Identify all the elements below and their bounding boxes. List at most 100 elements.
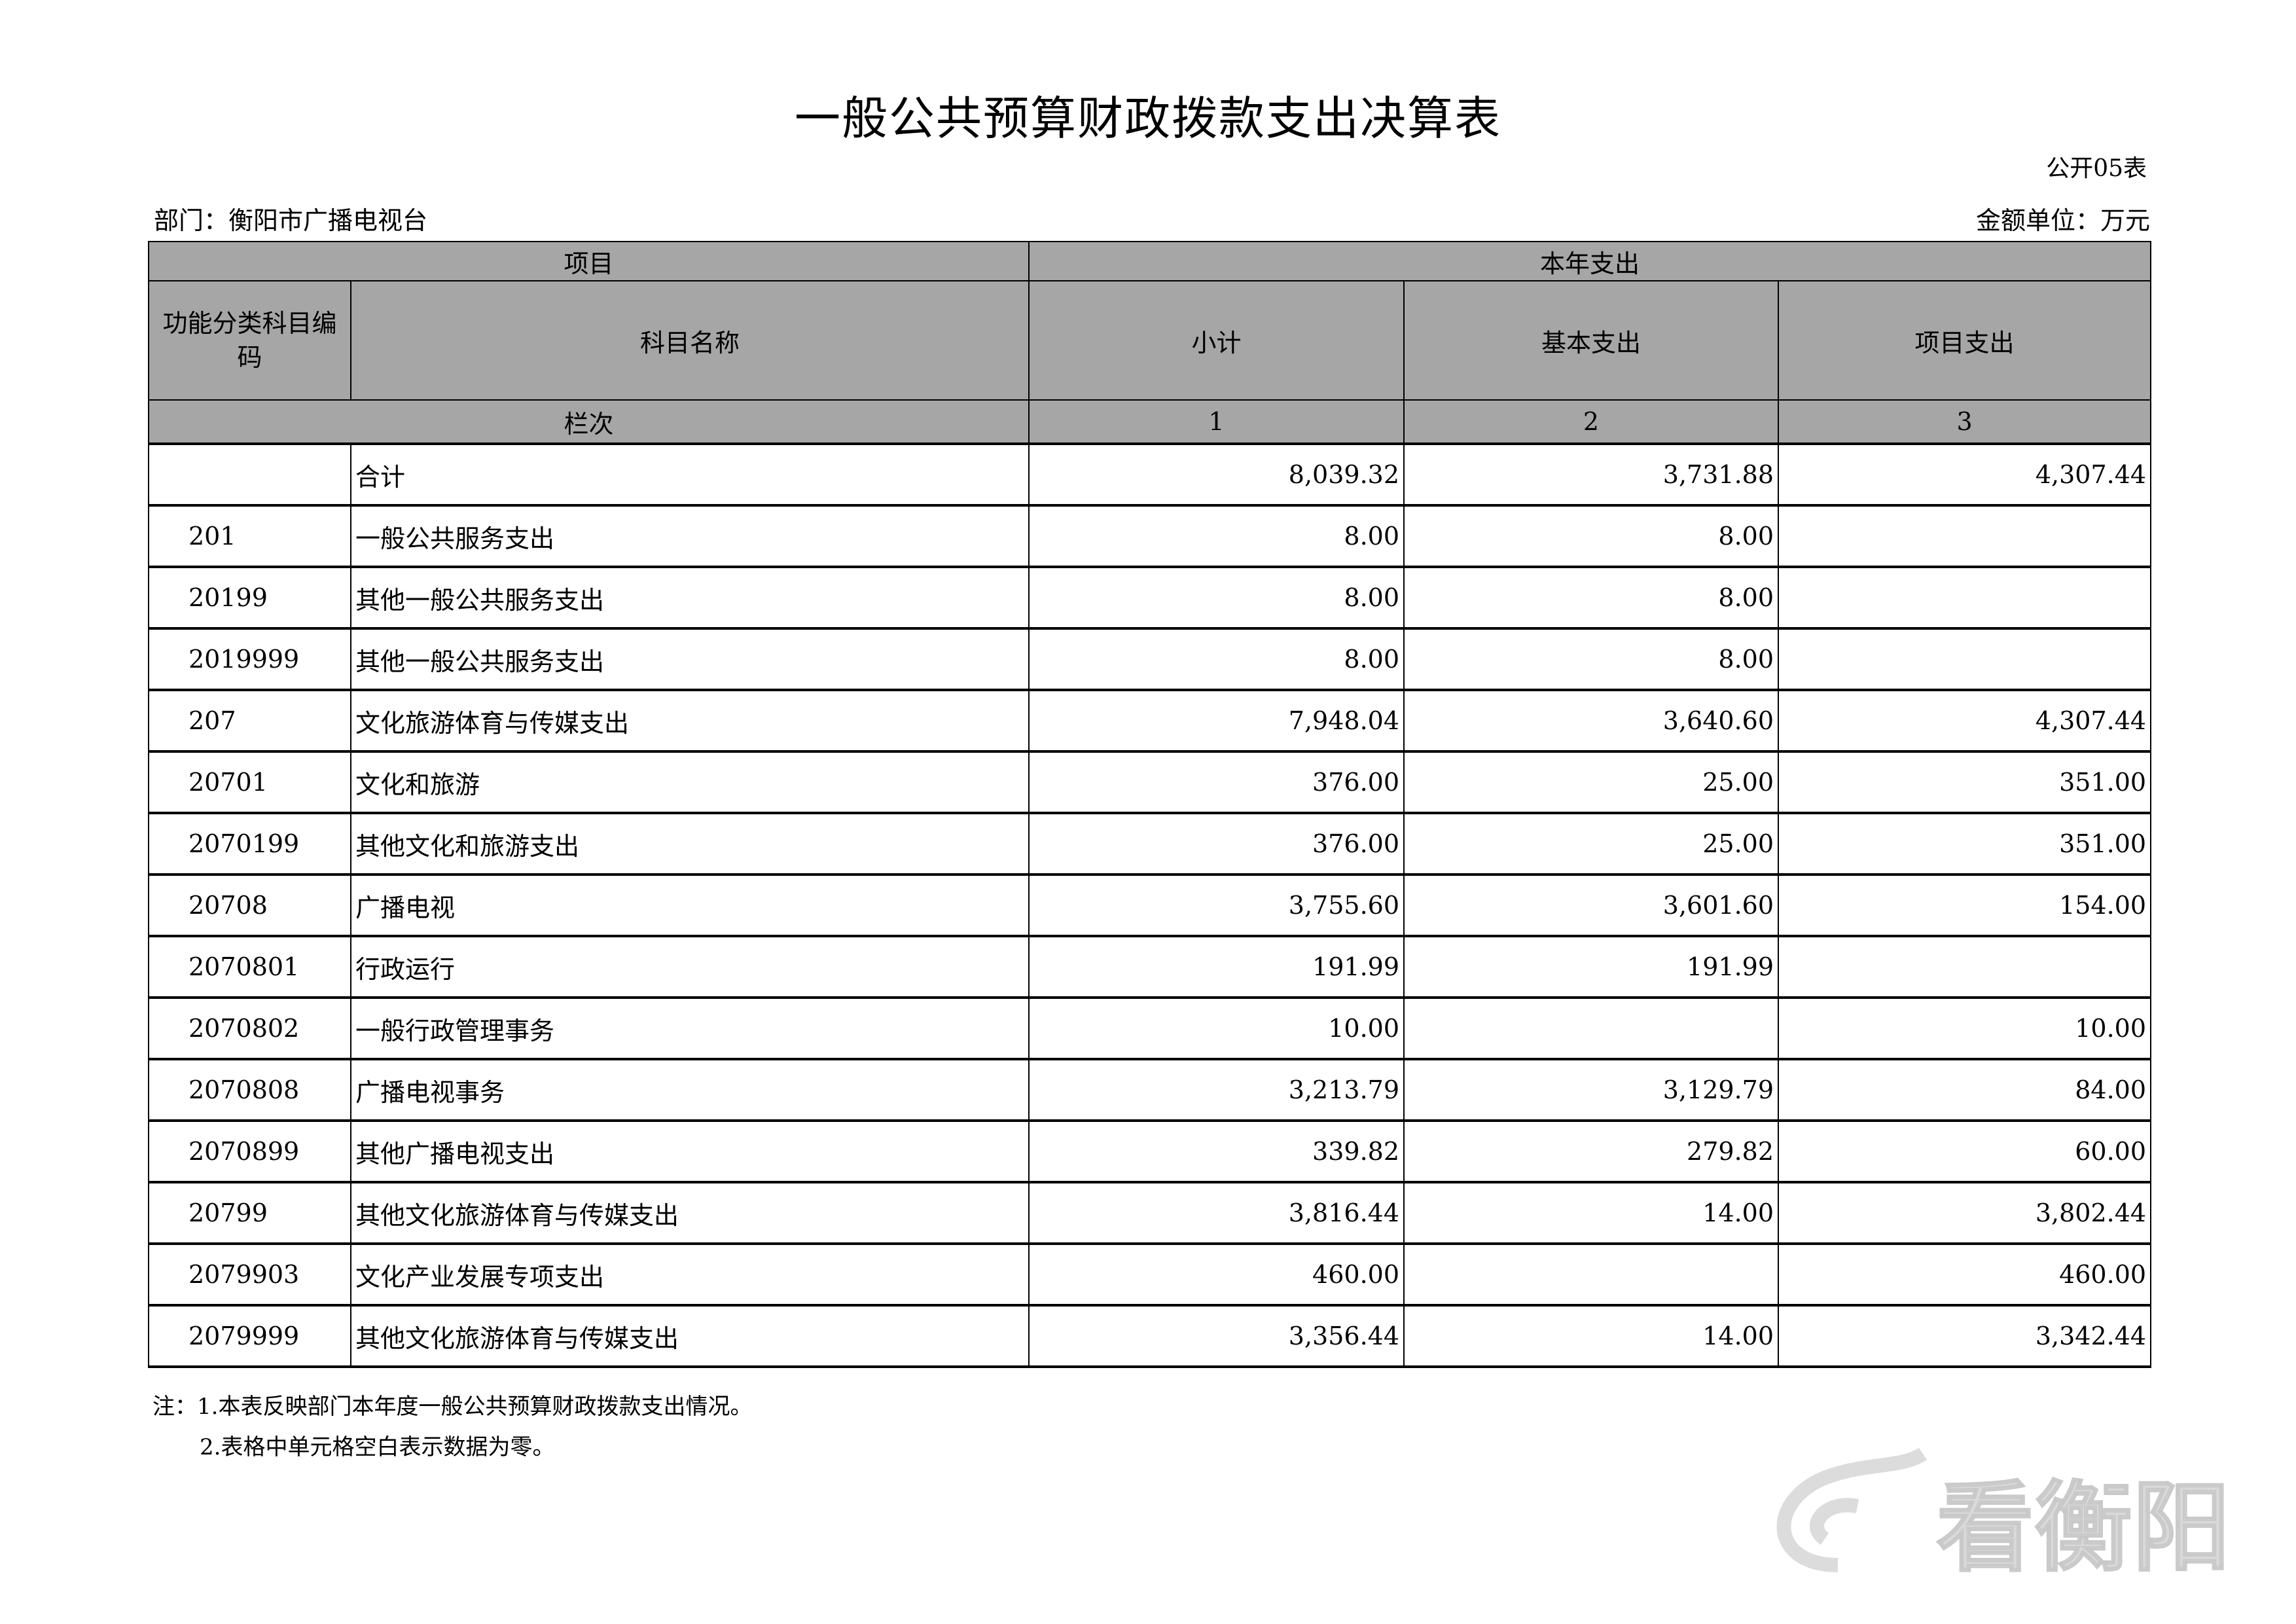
name-cell: 其他广播电视支出: [350, 1119, 1030, 1183]
basic-cell: 279.82: [1403, 1119, 1780, 1183]
table-row: 201 一般公共服务支出 8.00 8.00: [148, 504, 2152, 568]
subtotal-cell: 3,755.60: [1028, 873, 1405, 937]
table-row: 20199 其他一般公共服务支出 8.00 8.00: [148, 566, 2152, 630]
project-cell: [1778, 504, 2152, 568]
table-row: 2070899 其他广播电视支出 339.82 279.82 60.00: [148, 1119, 2152, 1183]
subtotal-cell: 8,039.32: [1028, 442, 1405, 507]
note-2: 2.表格中单元格空白表示数据为零。: [200, 1434, 555, 1460]
code-cell: 201: [148, 504, 351, 568]
subtotal-cell: 3,356.44: [1028, 1304, 1405, 1368]
watermark-logo: 看衡阳: [1776, 1447, 2231, 1586]
subtotal-cell: 339.82: [1028, 1119, 1405, 1183]
subtotal-cell: 8.00: [1028, 566, 1405, 630]
note-1: 注：1.本表反映部门本年度一般公共预算财政拨款支出情况。: [152, 1394, 753, 1420]
header-col2: 2: [1403, 399, 1780, 444]
basic-cell: 14.00: [1403, 1181, 1780, 1245]
table-row: 2079903 文化产业发展专项支出 460.00 460.00: [148, 1242, 2152, 1307]
basic-cell: 8.00: [1403, 566, 1780, 630]
name-cell: 一般公共服务支出: [350, 504, 1030, 568]
project-cell: [1778, 627, 2152, 691]
header-row-index: 栏次 1 2 3: [147, 399, 2152, 444]
header-col1: 1: [1028, 399, 1405, 444]
subtotal-cell: 8.00: [1028, 504, 1405, 568]
table-row: 2079999 其他文化旅游体育与传媒支出 3,356.44 14.00 3,342.4…: [148, 1304, 2152, 1368]
project-cell: 154.00: [1778, 873, 2152, 937]
subtotal-cell: 376.00: [1028, 750, 1405, 814]
project-cell: 460.00: [1778, 1242, 2152, 1307]
name-cell: 文化和旅游: [350, 750, 1030, 814]
basic-cell: 25.00: [1403, 812, 1780, 876]
name-cell: 其他文化旅游体育与传媒支出: [350, 1304, 1030, 1368]
basic-cell: 8.00: [1403, 504, 1780, 568]
project-cell: 3,342.44: [1778, 1304, 2152, 1368]
unit-label: 金额单位：万元: [1975, 206, 2150, 235]
name-cell: 其他文化旅游体育与传媒支出: [350, 1181, 1030, 1245]
table-row: 2019999 其他一般公共服务支出 8.00 8.00: [148, 627, 2152, 691]
table-row: 2070802 一般行政管理事务 10.00 10.00: [148, 996, 2152, 1060]
code-cell: 2079903: [148, 1242, 351, 1307]
table-row: 2070199 其他文化和旅游支出 376.00 25.00 351.00: [148, 812, 2152, 876]
code-cell: 2019999: [148, 627, 351, 691]
code-cell: [148, 442, 351, 507]
subtotal-cell: 3,213.79: [1028, 1058, 1405, 1122]
subtotal-cell: 7,948.04: [1028, 689, 1405, 753]
header-column-index: 栏次: [147, 399, 1030, 444]
basic-cell: 3,731.88: [1403, 442, 1780, 507]
header-current-year-expense: 本年支出: [1028, 241, 2152, 281]
name-cell: 行政运行: [350, 935, 1030, 999]
basic-cell: 3,129.79: [1403, 1058, 1780, 1122]
name-cell: 一般行政管理事务: [350, 996, 1030, 1060]
code-cell: 20199: [148, 566, 351, 630]
code-cell: 20708: [148, 873, 351, 937]
subtotal-cell: 10.00: [1028, 996, 1405, 1060]
project-cell: 4,307.44: [1778, 442, 2152, 507]
table-row: 20701 文化和旅游 376.00 25.00 351.00: [148, 750, 2152, 814]
code-cell: 2070199: [148, 812, 351, 876]
basic-cell: 191.99: [1403, 935, 1780, 999]
project-cell: 3,802.44: [1778, 1181, 2152, 1245]
header-row-top: 项目 本年支出: [147, 241, 2152, 281]
header-subtotal: 小计: [1028, 280, 1405, 401]
header-basic: 基本支出: [1403, 280, 1780, 401]
name-cell: 文化旅游体育与传媒支出: [350, 689, 1030, 753]
table-row: 2070808 广播电视事务 3,213.79 3,129.79 84.00: [148, 1058, 2152, 1122]
subtotal-cell: 3,816.44: [1028, 1181, 1405, 1245]
basic-cell: [1403, 996, 1780, 1060]
basic-cell: 3,640.60: [1403, 689, 1780, 753]
project-cell: 351.00: [1778, 750, 2152, 814]
code-cell: 2079999: [148, 1304, 351, 1368]
basic-cell: 14.00: [1403, 1304, 1780, 1368]
name-cell: 文化产业发展专项支出: [350, 1242, 1030, 1307]
basic-cell: [1403, 1242, 1780, 1307]
basic-cell: 3,601.60: [1403, 873, 1780, 937]
project-cell: [1778, 935, 2152, 999]
code-cell: 2070802: [148, 996, 351, 1060]
subtotal-cell: 376.00: [1028, 812, 1405, 876]
project-cell: 4,307.44: [1778, 689, 2152, 753]
name-cell: 其他一般公共服务支出: [350, 566, 1030, 630]
project-cell: 84.00: [1778, 1058, 2152, 1122]
subtotal-cell: 8.00: [1028, 627, 1405, 691]
basic-cell: 8.00: [1403, 627, 1780, 691]
header-name: 科目名称: [350, 280, 1030, 401]
header-row-columns: 功能分类科目编码 科目名称 小计 基本支出 项目支出: [148, 280, 2152, 401]
table-row: 合计 8,039.32 3,731.88 4,307.44: [148, 442, 2152, 507]
table-row: 207 文化旅游体育与传媒支出 7,948.04 3,640.60 4,307.44: [148, 689, 2152, 753]
form-number: 公开05表: [2046, 155, 2147, 182]
header-project: 项目: [147, 241, 1030, 281]
table-row: 20708 广播电视 3,755.60 3,601.60 154.00: [148, 873, 2152, 937]
table-row: 2070801 行政运行 191.99 191.99: [148, 935, 2152, 999]
code-cell: 2070801: [148, 935, 351, 999]
subtotal-cell: 460.00: [1028, 1242, 1405, 1307]
expense-table: 项目 本年支出 功能分类科目编码 科目名称 小计 基本支出 项目支出 栏次 1 …: [147, 241, 2152, 1368]
project-cell: 10.00: [1778, 996, 2152, 1060]
code-cell: 207: [148, 689, 351, 753]
project-cell: 351.00: [1778, 812, 2152, 876]
header-project-expense: 项目支出: [1778, 280, 2152, 401]
svg-text:看衡阳: 看衡阳: [1936, 1471, 2231, 1585]
basic-cell: 25.00: [1403, 750, 1780, 814]
project-cell: [1778, 566, 2152, 630]
header-col3: 3: [1778, 399, 2152, 444]
name-cell: 广播电视: [350, 873, 1030, 937]
code-cell: 2070808: [148, 1058, 351, 1122]
